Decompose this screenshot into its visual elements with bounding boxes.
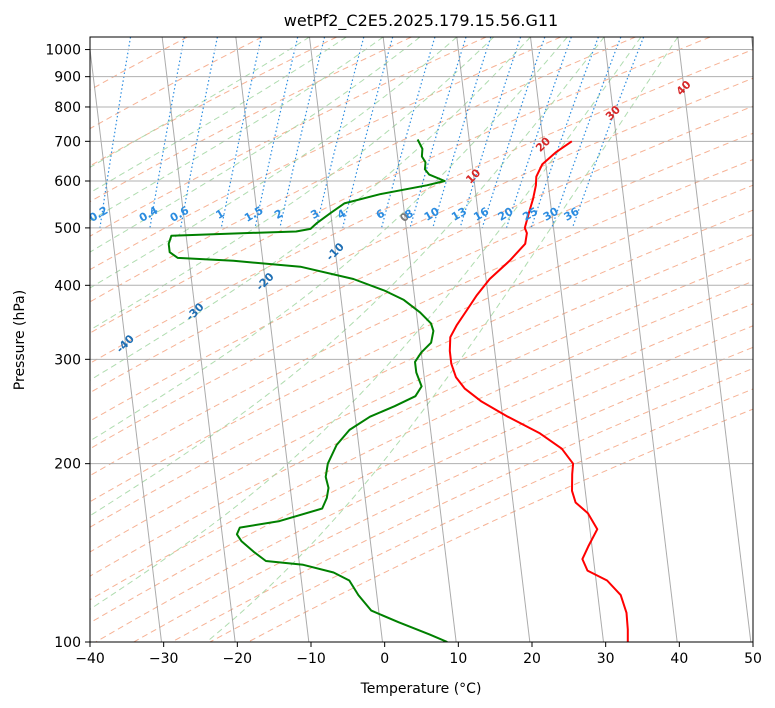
x-tick-label: −10 [296,651,326,667]
y-tick-label: 700 [54,134,81,150]
y-axis-label: Pressure (hPa) [12,290,28,390]
x-tick-label: −40 [75,651,105,667]
temperature-profile [448,140,629,642]
dry-adiabat [90,37,636,303]
x-tick-label: 40 [670,651,688,667]
dry-adiabat [90,132,753,450]
moist-adiabat [90,37,384,222]
y-tick-label: 800 [54,100,81,116]
mixing-ratio-line [254,37,299,229]
dry-adiabat [90,209,753,528]
mixing-ratio-line [315,37,365,229]
dry-adiabat [90,37,487,237]
mixing-ratio-line [342,37,394,229]
mixing-ratio-line [551,37,622,229]
isotherm-line [235,37,310,642]
y-tick-label: 300 [54,352,81,368]
x-tick-label: 20 [523,651,541,667]
dry-adiabat [90,37,337,167]
x-tick-label: 10 [449,651,467,667]
mixing-ratio-line [571,37,645,229]
y-tick-label: 500 [54,221,81,237]
moist-adiabat [206,37,679,642]
isotherm-line [456,37,531,642]
mixing-ratio-line [380,37,436,229]
pressure-gridlines [90,49,753,642]
moist-adiabat [90,37,642,610]
mixing-ratio-line [505,37,572,229]
dry-adiabat [133,346,753,642]
moist-adiabat [90,37,568,442]
dry-adiabat [90,105,753,422]
isotherm-line [677,37,752,642]
y-axis-ticks: 100 200 300 400 500 600 700 800 900 1000 [45,43,90,651]
sounding-profiles [167,139,629,642]
mixing-ratio-line [220,37,262,229]
mixing-ratio-line [279,37,326,229]
x-tick-label: 30 [597,651,615,667]
moist-adiabat [90,37,605,517]
dry-adiabat [90,37,711,334]
y-tick-label: 600 [54,174,81,190]
x-axis-ticks: −40 −30 −20 −10 0 10 20 30 40 50 [75,642,762,667]
background-reference-lines [90,37,753,642]
dry-adiabat [90,77,753,394]
y-tick-label: 1000 [45,43,81,59]
moist-adiabat [90,37,495,331]
mixing-ratio-line [530,37,599,229]
x-tick-label: 50 [744,651,762,667]
x-tick-label: −20 [223,651,253,667]
moist-adiabat [90,37,458,289]
mixing-ratio-line [409,37,467,229]
x-tick-label: −30 [149,651,179,667]
moist-adiabat [90,37,531,381]
isotherm-line [308,37,383,642]
mixing-ratio-line [459,37,522,229]
dewpoint-profile [167,139,448,642]
plot-frame [89,36,754,643]
dry-adiabat [90,233,753,553]
dry-adiabat [171,367,753,642]
isotherm-line [603,37,678,642]
dry-adiabat [90,37,263,130]
y-tick-label: 400 [54,278,81,294]
isotherm-line [161,37,236,642]
isotherm-line [90,45,162,642]
chart-title: wetPf2_C2E5.2025.179.15.56.G11 [284,11,558,31]
y-tick-label: 100 [54,635,81,651]
mixing-ratio-line [481,37,546,229]
x-axis-label: Temperature (°C) [360,681,482,697]
dry-adiabat [90,303,753,624]
y-tick-label: 200 [54,457,81,473]
mixing-ratio-line [180,37,218,229]
isotherm-line [382,37,457,642]
y-tick-label: 900 [54,70,81,86]
dry-adiabat [90,37,562,271]
dry-adiabat [90,49,753,364]
dry-adiabat [90,280,753,601]
x-tick-label: 0 [380,651,389,667]
plot-area [90,37,753,642]
mixing-ratio-line [432,37,492,229]
